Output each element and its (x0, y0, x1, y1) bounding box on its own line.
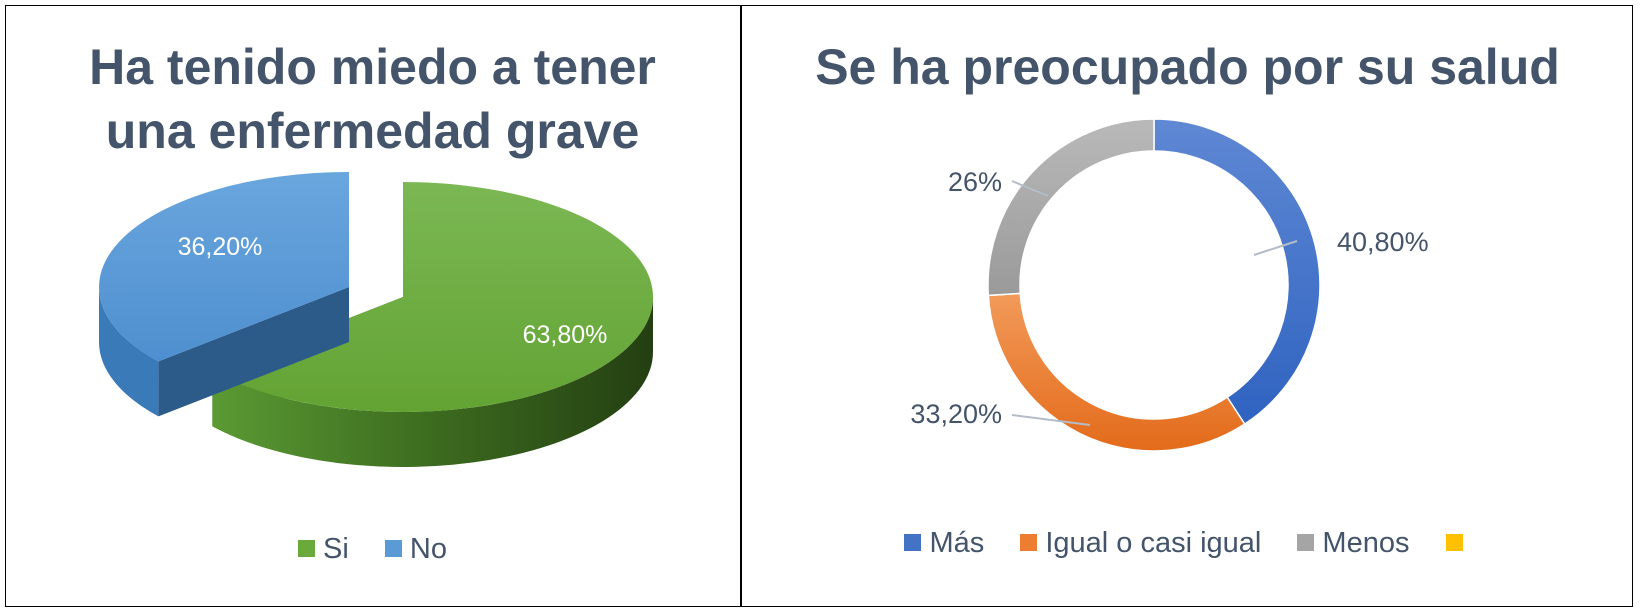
doughnut-chart-svg: 40,80% 33,20% 26% (910, 118, 1429, 452)
pie-slice-si: 63,80% (212, 182, 654, 467)
pie-chart-title: Ha tenido miedo a tener una enfermedad g… (5, 35, 740, 163)
doughnut-slice-igual (987, 292, 1246, 452)
doughnut-chart-title: Se ha preocupado por su salud (815, 39, 1560, 95)
legend-item-si: Si (298, 533, 349, 566)
doughnut-leader-line-mas (1253, 240, 1298, 256)
panel-divider (740, 5, 742, 607)
chart-frame (5, 5, 1633, 607)
doughnut-data-label-mas: 40,80% (1337, 227, 1429, 257)
legend-label-si: Si (323, 533, 349, 565)
legend-swatch-mas (904, 533, 922, 551)
pie-chart-legend: Si No (5, 533, 740, 566)
pie-chart-svg: 63,80% 36,20% (99, 172, 654, 467)
legend-swatch-si (298, 539, 316, 557)
pie-slice-no: 36,20% (99, 172, 350, 417)
doughnut-slice-menos (987, 118, 1155, 297)
doughnut-slices: 40,80% 33,20% 26% (910, 118, 1429, 452)
doughnut-chart-legend: Más Igual o casi igual Menos (742, 527, 1633, 560)
doughnut-data-label-menos: 26% (948, 167, 1002, 197)
pie-data-label-si: 63,80% (523, 321, 608, 349)
doughnut-leader-line-igual (1011, 414, 1091, 426)
legend-label-mas: Más (929, 527, 985, 559)
pie-chart-panel: Ha tenido miedo a tener una enfermedad g… (5, 5, 740, 607)
pie-slices: 63,80% 36,20% (99, 172, 654, 467)
legend-item-empty (1445, 527, 1471, 560)
legend-swatch-menos (1297, 533, 1315, 551)
legend-label-no: No (409, 533, 447, 565)
legend-swatch-empty (1445, 533, 1463, 551)
doughnut-leader-line-menos (1011, 180, 1049, 197)
pie-data-label-no: 36,20% (178, 233, 263, 261)
pie-chart-title-line-2: una enfermedad grave (105, 103, 640, 159)
legend-item-mas: Más (904, 527, 984, 560)
doughnut-chart-panel: Se ha preocupado por su salud 40,80% 33,2… (742, 5, 1633, 607)
pie-chart-title-line-1: Ha tenido miedo a tener (89, 39, 656, 95)
doughnut-data-label-igual: 33,20% (910, 399, 1002, 429)
legend-label-igual: Igual o casi igual (1045, 527, 1262, 559)
doughnut-slice-mas (1153, 118, 1321, 426)
legend-label-menos: Menos (1322, 527, 1410, 559)
legend-swatch-igual (1020, 533, 1038, 551)
legend-item-no: No (384, 533, 447, 566)
legend-item-menos: Menos (1297, 527, 1409, 560)
legend-swatch-no (384, 539, 402, 557)
legend-item-igual: Igual o casi igual (1020, 527, 1261, 560)
